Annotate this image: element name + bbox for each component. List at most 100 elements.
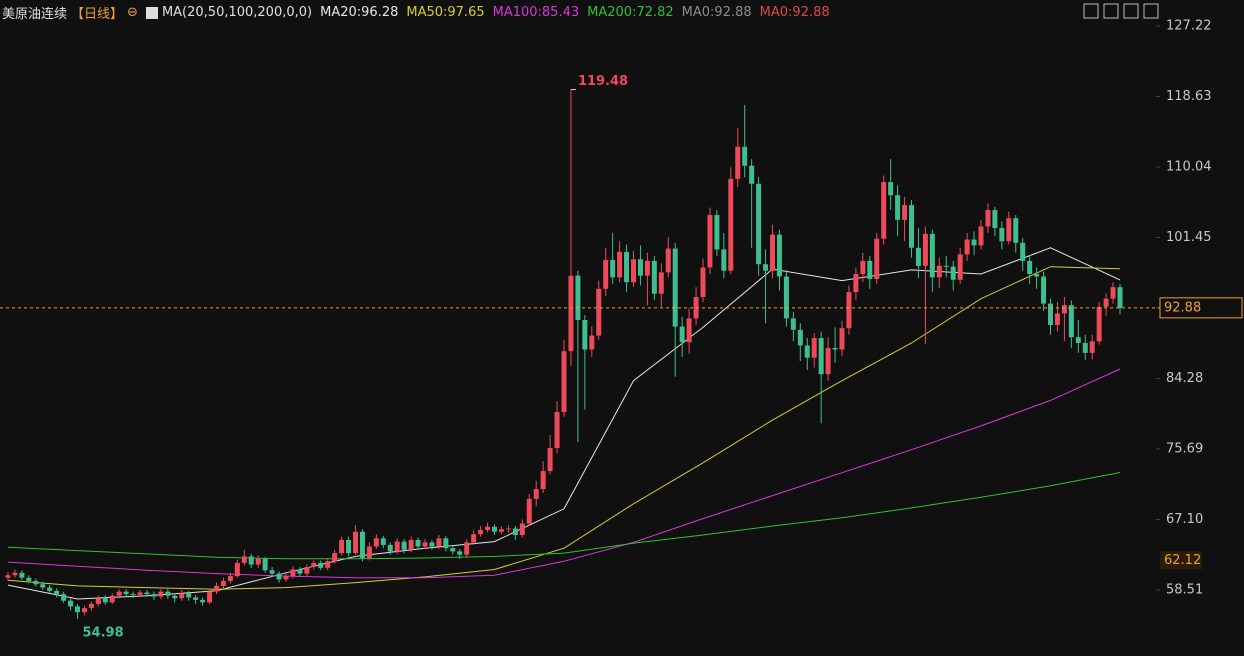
candle-body (283, 576, 289, 580)
candle-body (5, 575, 11, 578)
candle-body (561, 351, 567, 412)
ma-line (7, 472, 1121, 560)
candle-body (1068, 305, 1074, 338)
candle-body (554, 411, 560, 449)
candle-body (596, 288, 602, 336)
icon-panel[interactable] (1143, 3, 1159, 19)
candle-body (568, 275, 574, 352)
candle-body (401, 541, 407, 550)
candle-body (853, 274, 859, 293)
candle-body (172, 595, 178, 599)
candle-body (408, 539, 414, 550)
candle-body (109, 595, 115, 603)
candle-body (158, 591, 164, 597)
candle-body (672, 248, 678, 327)
candle-body (325, 561, 331, 568)
y-tick-label: 118.63 (1166, 89, 1212, 104)
candle-body (547, 448, 553, 472)
ma-line (7, 247, 1121, 600)
icon-fit[interactable] (1083, 3, 1099, 19)
candle-body (332, 553, 338, 562)
candle-body (1048, 303, 1053, 325)
candle-body (429, 542, 435, 547)
candle-body (346, 539, 352, 554)
candle-body (971, 239, 977, 246)
candle-body (26, 577, 32, 581)
candle-body (902, 205, 908, 220)
candle-body (151, 594, 157, 597)
icon-layout[interactable] (1103, 3, 1119, 19)
candle-body (234, 562, 240, 577)
candle-body (179, 593, 185, 599)
candle-body (700, 267, 706, 298)
candle-body (679, 326, 685, 343)
toggle-icon[interactable]: ⊖ (127, 5, 138, 20)
candle-body (943, 265, 949, 267)
candle-body (505, 528, 511, 530)
candle-body (756, 183, 762, 265)
candle-body (186, 593, 192, 598)
candle-body (533, 489, 539, 499)
candle-body (88, 603, 94, 609)
candle-body (75, 606, 80, 613)
candle-body (47, 587, 53, 591)
candle-body (464, 542, 470, 555)
min-label: 54.98 (83, 625, 124, 640)
candle-body (415, 539, 421, 547)
candle-body (526, 498, 532, 524)
candle-body (825, 347, 831, 375)
candle-body (818, 338, 824, 375)
candle-body (881, 182, 887, 239)
candle-body (985, 210, 991, 227)
candle-body (1027, 260, 1033, 275)
candle-body (137, 592, 143, 595)
candle-body (366, 546, 372, 559)
candle-body (200, 599, 206, 603)
candle-body (964, 239, 970, 255)
candle-body (255, 558, 261, 565)
indicator-icon[interactable] (145, 6, 158, 19)
legend-entry: MA200:72.82 (587, 5, 674, 20)
candle-body (721, 249, 727, 271)
candle-body (193, 597, 199, 600)
candle-body (220, 580, 226, 586)
candle-body (589, 335, 595, 350)
legend-entry: MA20:96.28 (320, 5, 399, 20)
candle-body (1061, 305, 1067, 314)
icon-split[interactable] (1123, 3, 1139, 19)
candle-body (485, 526, 491, 531)
candle-body (742, 146, 748, 166)
candle-body (832, 347, 838, 350)
candle-body (380, 538, 386, 545)
candle-body (915, 247, 921, 266)
candle-body (304, 567, 310, 574)
candle-body (728, 178, 734, 271)
candle-body (19, 572, 25, 578)
candle-body (957, 254, 963, 280)
candle-body (651, 260, 657, 294)
candle-body (839, 328, 845, 350)
candle-body (922, 233, 928, 266)
max-label: 119.48 (578, 74, 628, 89)
candle-body (102, 598, 108, 603)
candle-body (888, 182, 894, 196)
candle-body (116, 591, 122, 596)
candle-body (707, 214, 713, 268)
candle-body (394, 541, 400, 552)
candle-body (373, 538, 379, 547)
candle-body (492, 526, 497, 532)
candle-body (992, 210, 998, 229)
candle-body (339, 539, 345, 554)
marker-price-label: 62.12 (1164, 553, 1201, 568)
candle-body (1013, 218, 1019, 243)
candle-body (929, 233, 935, 278)
candle-body (123, 591, 129, 595)
candle-body (297, 569, 303, 574)
indicator: MA(20,50,100,200,0,0) (161, 5, 313, 20)
candle-body (61, 594, 67, 601)
candle-body (54, 590, 60, 595)
candle-body (637, 259, 643, 276)
candle-body (603, 260, 609, 289)
candle-body (269, 570, 275, 574)
legend-entry: MA100:85.43 (492, 5, 580, 20)
